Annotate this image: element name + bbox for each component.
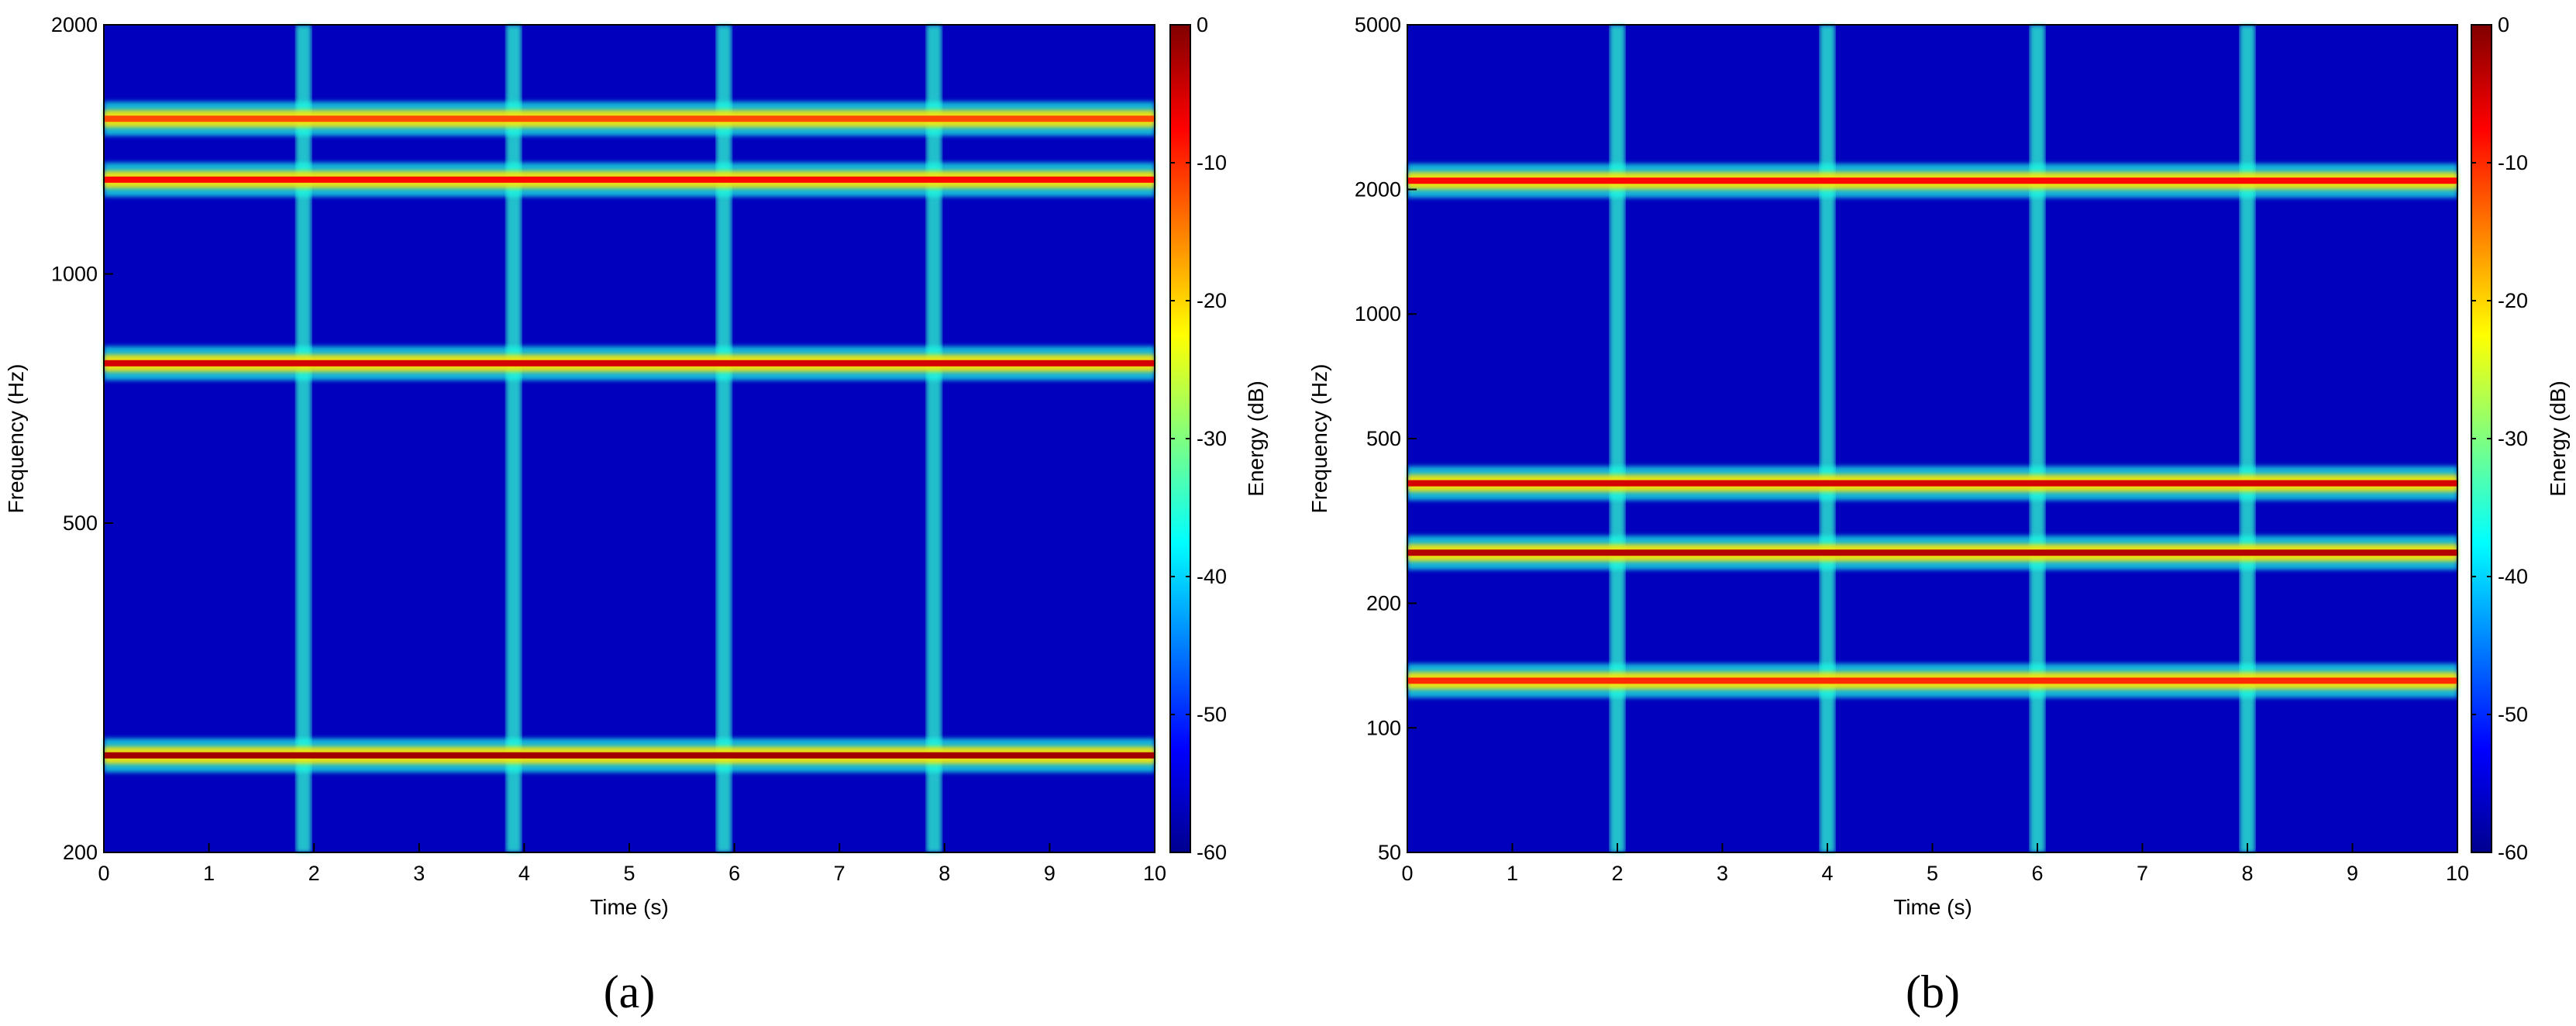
x-tick-label: 3 xyxy=(413,862,425,885)
heatmap-background xyxy=(1407,25,2457,852)
colorbar-tick-label: -50 xyxy=(1197,703,1227,726)
colorbar-tick-label: -10 xyxy=(2498,151,2528,174)
colorbar-tick-label: -40 xyxy=(2498,565,2528,588)
transient-burst xyxy=(1820,25,1835,852)
heatmap-b xyxy=(1407,25,2457,852)
colorbar-tick-label: -60 xyxy=(2498,841,2528,864)
colorbar-tick-label: -20 xyxy=(1197,289,1227,312)
y-axis-label-a: Frequency (Hz) xyxy=(4,364,28,514)
colorbar-tick-label: -20 xyxy=(2498,289,2528,312)
panel-caption-b: (b) xyxy=(1906,966,1960,1017)
x-tick-label: 8 xyxy=(2241,862,2253,885)
x-tick-label: 8 xyxy=(938,862,950,885)
spectral-band xyxy=(104,176,1155,183)
colorbar-tick-label: -60 xyxy=(1197,841,1227,864)
x-tick-label: 1 xyxy=(1507,862,1518,885)
y-tick-label: 5000 xyxy=(1355,13,1401,36)
spectral-band xyxy=(1407,480,2457,487)
colorbar-tick-label: -10 xyxy=(1197,151,1227,174)
y-tick-label: 2000 xyxy=(1355,177,1401,201)
panel-a: 0 1 2 3 4 5 6 7 8 9 10 200 500 1000 2000 Time (s) Fre… xyxy=(4,13,1268,1017)
x-tick-label: 7 xyxy=(2137,862,2148,885)
transient-burst xyxy=(926,25,942,852)
y-tick-label: 500 xyxy=(1366,427,1401,450)
spectral-band xyxy=(104,360,1155,367)
y-tick-label: 100 xyxy=(1366,716,1401,739)
heatmap-a xyxy=(104,25,1155,852)
colorbar-a: 0 -10 -20 -30 -40 -50 -60 xyxy=(1169,13,1227,864)
panel-caption-a: (a) xyxy=(604,966,656,1017)
x-tick-label: 10 xyxy=(2446,862,2469,885)
heatmap-background xyxy=(104,25,1155,852)
transient-burst xyxy=(716,25,732,852)
x-tick-label: 3 xyxy=(1717,862,1728,885)
spectral-band xyxy=(104,752,1155,759)
spectral-band xyxy=(1407,549,2457,556)
transient-burst xyxy=(2030,25,2045,852)
spectral-band xyxy=(1407,177,2457,184)
y-tick-label: 200 xyxy=(63,841,98,864)
colorbar-b: 0 -10 -20 -30 -40 -50 -60 xyxy=(2471,13,2528,864)
x-tick-label: 2 xyxy=(308,862,320,885)
colorbar-tick-label: 0 xyxy=(1197,13,1208,36)
x-tick-label: 7 xyxy=(834,862,845,885)
colorbar-tick-label: -30 xyxy=(2498,427,2528,450)
y-tick-label: 1000 xyxy=(51,263,98,286)
x-tick-label: 10 xyxy=(1143,862,1166,885)
x-tick-label: 1 xyxy=(203,862,215,885)
y-ticks-b: 50 100 200 500 1000 2000 5000 xyxy=(1355,13,1417,864)
colorbar-tick-label: -40 xyxy=(1197,565,1227,588)
y-axis-label-b: Frequency (Hz) xyxy=(1307,364,1331,514)
x-tick-label: 9 xyxy=(1044,862,1056,885)
panel-b: 0 1 2 3 4 5 6 7 8 9 10 50 100 200 500 1000 2000 5000 Tim… xyxy=(1307,13,2570,1017)
colorbar-label-a: Energy (dB) xyxy=(1244,380,1268,496)
x-tick-label: 5 xyxy=(1927,862,1938,885)
x-tick-label: 4 xyxy=(518,862,530,885)
x-axis-label-a: Time (s) xyxy=(590,895,669,919)
x-tick-label: 4 xyxy=(1821,862,1833,885)
x-ticks-a: 0 1 2 3 4 5 6 7 8 9 10 xyxy=(98,843,1166,885)
transient-burst xyxy=(1610,25,1625,852)
x-ticks-b: 0 1 2 3 4 5 6 7 8 9 10 xyxy=(1401,843,2469,885)
y-tick-label: 1000 xyxy=(1355,302,1401,325)
x-tick-label: 5 xyxy=(623,862,635,885)
colorbar-tick-label: -50 xyxy=(2498,703,2528,726)
y-tick-label: 200 xyxy=(1366,591,1401,615)
transient-burst xyxy=(2240,25,2255,852)
x-tick-label: 0 xyxy=(1401,862,1413,885)
y-ticks-a: 200 500 1000 2000 xyxy=(51,13,113,864)
y-tick-label: 500 xyxy=(63,511,98,535)
transient-burst xyxy=(505,25,522,852)
transient-burst xyxy=(295,25,312,852)
x-tick-label: 6 xyxy=(728,862,740,885)
colorbar-tick-label: 0 xyxy=(2498,13,2509,36)
y-tick-label: 2000 xyxy=(51,13,98,36)
x-tick-label: 0 xyxy=(98,862,109,885)
x-tick-label: 2 xyxy=(1611,862,1623,885)
x-axis-label-b: Time (s) xyxy=(1893,895,1972,919)
colorbar-label-b: Energy (dB) xyxy=(2546,380,2570,496)
x-tick-label: 9 xyxy=(2347,862,2358,885)
colorbar-tick-label: -30 xyxy=(1197,427,1227,450)
y-tick-label: 50 xyxy=(1378,841,1401,864)
spectral-band xyxy=(1407,677,2457,684)
x-tick-label: 6 xyxy=(2031,862,2043,885)
spectral-band xyxy=(104,115,1155,122)
